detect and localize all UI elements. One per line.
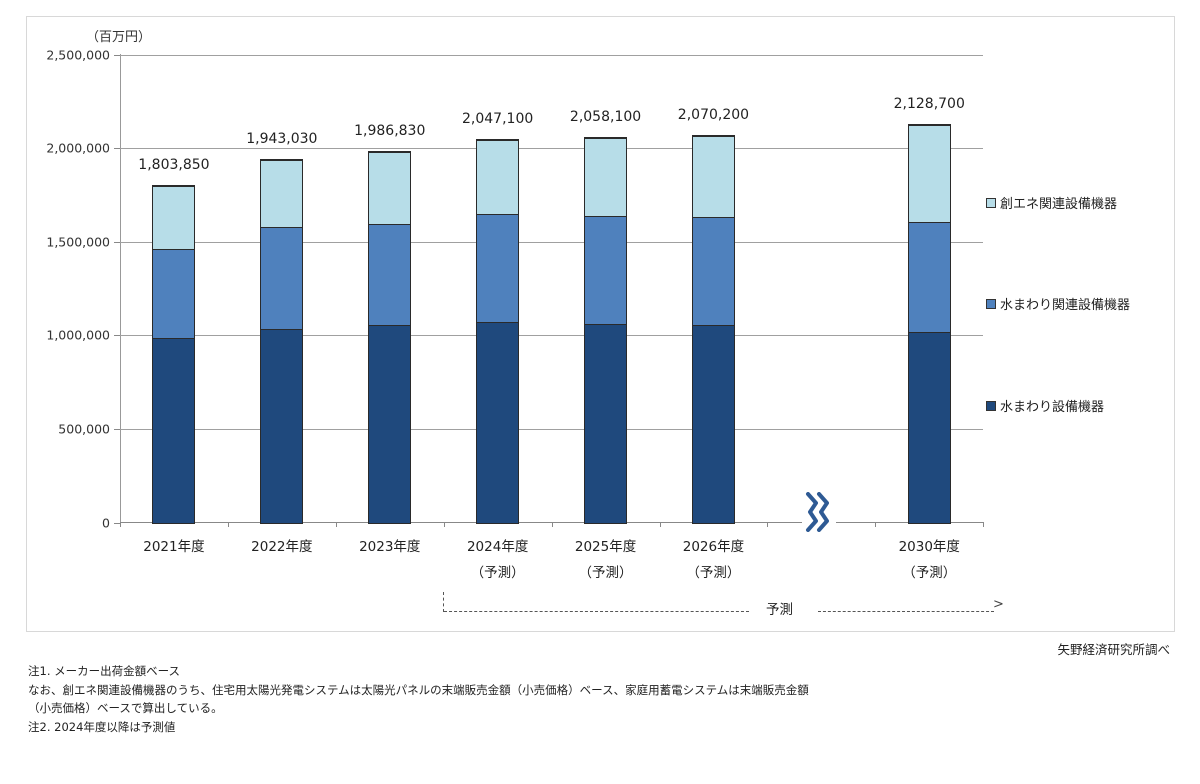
y-tick-mark (114, 55, 120, 56)
total-value-label: 2,128,700 (887, 95, 971, 113)
forecast-start-marker (443, 592, 444, 612)
x-tick-mark (660, 522, 661, 527)
forecast-dashed-line-left (444, 611, 749, 612)
bar-segment-mizumawari (260, 329, 303, 524)
x-label-year: 2021年度 (143, 539, 205, 555)
x-axis-label: 2024年度 （予測） (467, 534, 528, 586)
x-label-forecast: （予測） (578, 565, 633, 581)
total-value-label: 2,070,200 (671, 106, 756, 124)
y-tick-label: 0 (102, 515, 110, 531)
note-2: 注2. 2024年度以降は予測値 (28, 719, 176, 734)
x-label-year: 2022年度 (251, 539, 313, 555)
bar-segment-mizumawari-kanren (152, 249, 195, 339)
x-label-year: 2026年度 (682, 539, 745, 555)
legend-label: 水まわり関連設備機器 (1000, 298, 1131, 313)
note-1-detail: なお、創エネ関連設備機器のうち、住宅用太陽光発電システムは太陽光パネルの末端販売… (28, 682, 809, 697)
total-value-label: 1,986,830 (348, 122, 432, 140)
gridline (120, 148, 983, 149)
legend-swatch-dark (986, 400, 996, 411)
x-label-year: 2025年度 (574, 539, 637, 555)
x-label-forecast: （予測） (686, 565, 741, 581)
bar-segment-mizumawari (152, 338, 195, 524)
bar-segment-mizumawari-kanren (692, 217, 735, 326)
x-tick-mark (228, 522, 229, 527)
bar-segment-souene (368, 151, 411, 225)
x-tick-mark (875, 522, 876, 527)
footnotes: 注1. メーカー出荷金額ベース なお、創エネ関連設備機器のうち、住宅用太陽光発電… (28, 662, 809, 736)
forecast-label: 予測 (766, 602, 793, 618)
gridline (120, 335, 983, 336)
y-tick-label: 2,000,000 (46, 140, 110, 156)
bar-segment-mizumawari (368, 325, 411, 524)
note-1: 注1. メーカー出荷金額ベース (28, 664, 181, 678)
total-value-label: 1,943,030 (240, 130, 324, 148)
y-tick-label: 1,500,000 (46, 234, 110, 250)
forecast-arrow-icon: > (993, 597, 1004, 612)
bar-segment-souene (152, 185, 195, 250)
x-tick-mark (983, 522, 984, 527)
x-label-year: 2024年度 (466, 539, 529, 555)
bar-segment-mizumawari (908, 332, 951, 524)
legend-swatch-light (986, 197, 996, 208)
bar-segment-mizumawari-kanren (260, 227, 303, 330)
gridline (120, 429, 983, 430)
y-tick-mark (114, 523, 120, 524)
x-axis-label: 2022年度 (251, 534, 312, 560)
bar-segment-souene (476, 139, 519, 215)
y-tick-label: 1,000,000 (46, 327, 110, 343)
legend-item-mizumawari: 水まわり設備機器 (986, 396, 1104, 415)
gridline (120, 55, 983, 56)
bar-segment-mizumawari (692, 325, 735, 524)
total-value-label: 2,047,100 (456, 110, 540, 128)
x-label-year: 2023年度 (359, 539, 421, 555)
bar-segment-mizumawari (476, 322, 519, 524)
x-tick-mark (336, 522, 337, 527)
y-tick-label: 500,000 (58, 421, 110, 437)
x-axis-label: 2023年度 (359, 534, 420, 560)
legend-item-souene: 創エネ関連設備機器 (986, 193, 1117, 212)
legend-item-mizumawari-kanren: 水まわり関連設備機器 (986, 294, 1130, 313)
total-value-label: 1,803,850 (132, 156, 216, 174)
total-value-label: 2,058,100 (563, 108, 648, 126)
x-tick-mark (767, 522, 768, 527)
axis-break-icon (802, 492, 836, 532)
x-tick-mark (120, 522, 121, 527)
bar-segment-souene (908, 124, 951, 223)
x-axis-label: 2025年度 （予測） (575, 534, 636, 586)
legend-swatch-mid (986, 298, 996, 309)
forecast-dashed-line-right (818, 611, 994, 612)
bar-segment-mizumawari (584, 324, 627, 524)
x-label-year: 2030年度 (898, 539, 960, 555)
gridline (120, 242, 983, 243)
bar-segment-mizumawari-kanren (908, 222, 951, 333)
legend-label: 水まわり設備機器 (1000, 400, 1105, 415)
note-1-detail-cont: （小売価格）ベースで算出している。 (28, 701, 223, 715)
bar-segment-mizumawari-kanren (368, 224, 411, 326)
y-tick-mark (114, 148, 120, 149)
y-tick-mark (114, 242, 120, 243)
x-label-forecast: （予測） (902, 565, 957, 581)
y-tick-label: 2,500,000 (46, 47, 110, 63)
legend-label: 創エネ関連設備機器 (1000, 197, 1118, 212)
x-axis-line (120, 522, 983, 523)
bar-segment-souene (260, 159, 303, 228)
source-credit: 矢野経済研究所調べ (1057, 642, 1170, 657)
x-axis-label: 2026年度 （予測） (683, 534, 744, 586)
chart-frame (26, 16, 1175, 632)
y-tick-mark (114, 335, 120, 336)
x-label-forecast: （予測） (470, 565, 525, 581)
y-axis-line (120, 54, 121, 523)
bar-segment-souene (692, 135, 735, 218)
bar-segment-mizumawari-kanren (476, 214, 519, 323)
x-axis-label: 2021年度 (143, 534, 204, 560)
bar-segment-mizumawari-kanren (584, 216, 627, 325)
y-tick-mark (114, 429, 120, 430)
y-axis-unit-label: （百万円） (86, 30, 152, 45)
x-tick-mark (552, 522, 553, 527)
x-axis-label: 2030年度 （予測） (899, 534, 960, 586)
bar-segment-souene (584, 137, 627, 217)
x-tick-mark (444, 522, 445, 527)
